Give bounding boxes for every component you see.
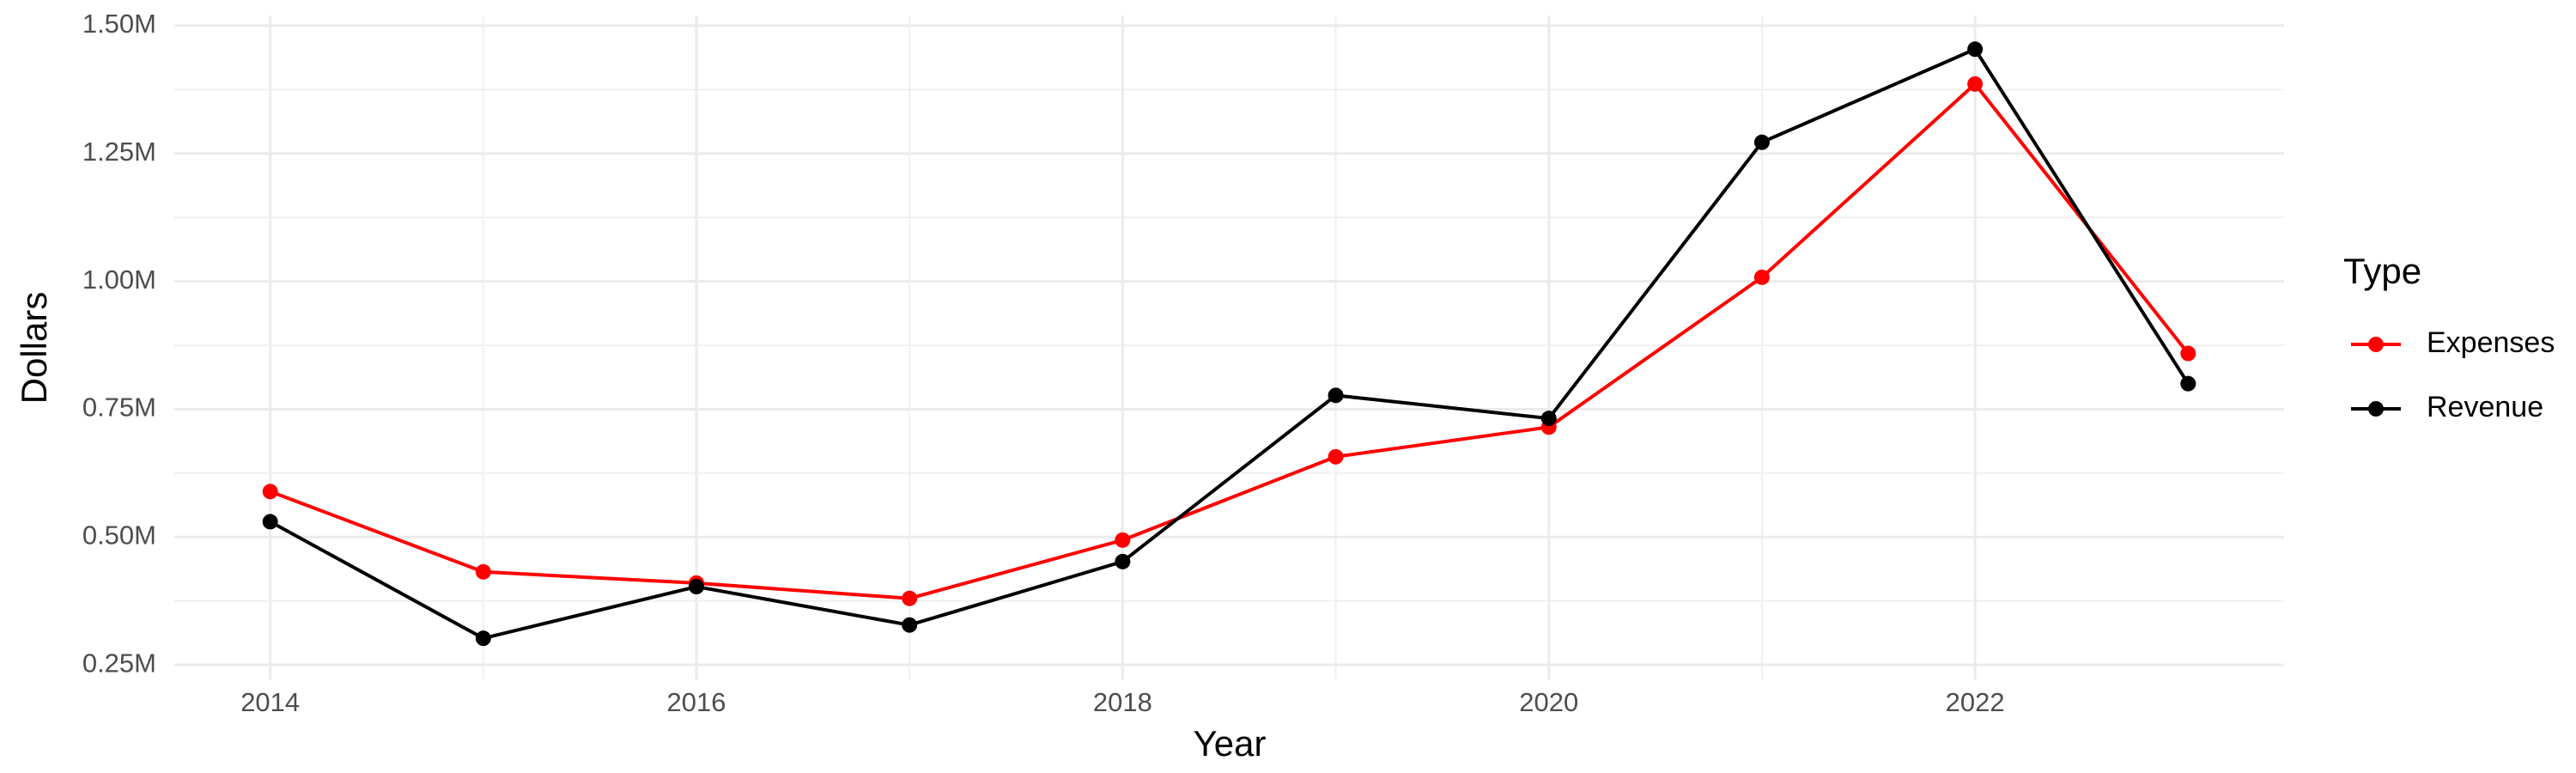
x-tick-label: 2022 bbox=[1946, 687, 2005, 717]
x-axis-title: Year bbox=[1194, 723, 1267, 764]
data-point bbox=[1753, 134, 1770, 150]
data-point bbox=[475, 563, 491, 580]
data-point bbox=[1967, 41, 1984, 58]
legend-key-point bbox=[2368, 401, 2384, 417]
y-tick-label: 0.50M bbox=[82, 520, 156, 550]
legend-label: Expenses bbox=[2427, 326, 2555, 359]
grid bbox=[174, 15, 2284, 680]
y-axis-title: Dollars bbox=[14, 292, 54, 405]
data-point bbox=[262, 484, 278, 500]
y-tick-label: 1.25M bbox=[82, 137, 156, 167]
data-point bbox=[1540, 411, 1557, 427]
data-point bbox=[262, 514, 278, 530]
data-point bbox=[1327, 448, 1344, 465]
y-tick-label: 1.00M bbox=[82, 265, 156, 295]
data-point bbox=[1327, 387, 1344, 404]
x-tick-label: 2014 bbox=[240, 687, 300, 717]
data-point bbox=[689, 579, 705, 595]
data-point bbox=[902, 590, 918, 606]
y-tick-label: 0.75M bbox=[82, 393, 156, 423]
data-point bbox=[1115, 553, 1131, 569]
data-point bbox=[2180, 375, 2196, 392]
data-point bbox=[902, 617, 918, 633]
data-point bbox=[2180, 345, 2196, 362]
series-line bbox=[269, 81, 2190, 600]
y-tick-label: 0.25M bbox=[82, 648, 156, 678]
data-point bbox=[475, 630, 491, 647]
data-point bbox=[1753, 269, 1770, 285]
y-tick-label: 1.50M bbox=[82, 9, 156, 39]
data-point bbox=[1967, 76, 1984, 92]
x-tick-label: 2018 bbox=[1093, 687, 1152, 717]
data-point bbox=[1115, 532, 1131, 548]
legend-label: Revenue bbox=[2427, 391, 2543, 423]
legend-title: Type bbox=[2343, 251, 2421, 291]
legend-key-point bbox=[2368, 337, 2384, 352]
x-tick-label: 2020 bbox=[1519, 687, 1578, 717]
x-tick-label: 2016 bbox=[667, 687, 726, 717]
series-line bbox=[269, 46, 2190, 641]
